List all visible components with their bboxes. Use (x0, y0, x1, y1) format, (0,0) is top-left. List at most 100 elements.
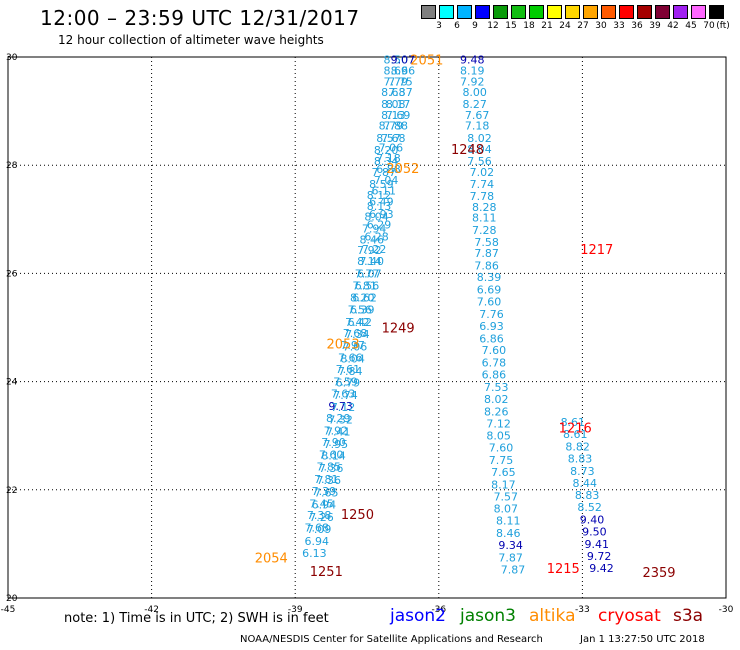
wave-height-value: 6.69 (477, 284, 502, 297)
wave-height-value: 9.07 (391, 54, 416, 67)
wave-height-value: 9.42 (589, 562, 614, 575)
wave-height-value: 7.60 (482, 344, 507, 357)
wave-height-value: 8.28 (472, 201, 497, 214)
wave-height-value: 8.61 (563, 428, 588, 441)
color-scale-label: 24 (559, 21, 571, 31)
wave-height-value: 7.79 (383, 75, 408, 88)
wave-height-value: 8.11 (472, 212, 497, 225)
wave-height-value: 7.58 (474, 236, 499, 249)
wave-height-value: 7.75 (489, 454, 514, 467)
wave-height-value: 7.77 (355, 267, 380, 280)
wave-height-value: 7.68 (381, 132, 406, 145)
color-swatch (493, 5, 508, 19)
x-tick-label: -36 (431, 605, 446, 615)
wave-height-value: 7.81 (352, 279, 377, 292)
color-scale-label: 42 (667, 21, 679, 31)
wave-height-value: 7.76 (479, 308, 504, 321)
wave-height-value: 8.46 (496, 527, 521, 540)
color-scale-label: 15 (505, 21, 517, 31)
wave-height-value: 8.52 (577, 501, 602, 514)
wave-height-value: 9.50 (582, 525, 607, 538)
wave-height-value: 7.87 (474, 247, 499, 260)
wave-height-value: 7.86 (474, 259, 499, 272)
color-scale-label: 18 (523, 21, 535, 31)
data-marks: 8.508.697.798.688.088.138.798.578.208.34… (255, 54, 676, 581)
wave-height-value: 6.11 (372, 185, 397, 198)
wave-height-value: 9.48 (460, 54, 485, 67)
wave-height-value: 8.14 (321, 450, 346, 463)
color-scale-label: 27 (577, 21, 589, 31)
color-swatch (529, 5, 544, 19)
wave-height-value: 7.68 (304, 522, 329, 535)
wave-height-value: 7.59 (333, 376, 358, 389)
color-swatch (475, 5, 490, 19)
chart-subtitle: 12 hour collection of altimeter wave hei… (58, 33, 324, 47)
wave-height-value: 7.04 (374, 174, 399, 187)
wave-height-value: 7.61 (336, 363, 361, 376)
wave-height-value: 7.32 (328, 413, 353, 426)
color-scale-label: 9 (472, 21, 478, 31)
wave-height-value: 6.29 (367, 219, 392, 232)
wave-height-value: 7.56 (348, 304, 373, 317)
wave-height-value: 8.82 (565, 441, 590, 454)
wave-height-value: 8.17 (386, 98, 411, 111)
wave-height-value: 8.34 (374, 155, 399, 168)
wave-height-value: 8.46 (360, 233, 385, 246)
x-tick-label: -42 (144, 605, 159, 615)
wave-height-value: 8.61 (561, 416, 586, 429)
wave-height-value: 8.08 (381, 98, 406, 111)
wave-height-value: 7.92 (460, 75, 485, 88)
color-swatch (565, 5, 580, 19)
wave-height-value: 9.41 (585, 538, 610, 551)
wave-height-value: 6.94 (304, 535, 329, 548)
wave-height-value: 6.13 (302, 547, 327, 560)
color-swatch (637, 5, 652, 19)
wave-height-value: 8.00 (462, 86, 487, 99)
wave-height-value: 7.36 (319, 462, 344, 475)
wave-height-value: 8.39 (477, 271, 502, 284)
wave-height-value: 6.62 (352, 292, 377, 305)
wave-height-value: 8.13 (367, 200, 392, 213)
wave-height-value: 7.06 (379, 141, 404, 154)
wave-height-value: 6.56 (355, 279, 380, 292)
color-scale-label: 12 (487, 21, 499, 31)
wave-height-value: 8.17 (491, 478, 516, 491)
wave-height-value: 7.18 (465, 120, 490, 133)
wave-height-value: 7.65 (491, 466, 516, 479)
wave-height-value: 7.74 (470, 178, 495, 191)
wave-height-value: 7.97 (340, 339, 365, 352)
wave-height-value: 6.28 (364, 231, 389, 244)
wave-height-value: 8.04 (364, 211, 389, 224)
color-scale-label: 36 (631, 21, 643, 31)
wave-height-value: 8.02 (467, 132, 492, 145)
y-tick-label: 28 (6, 161, 18, 171)
wave-height-value: 8.83 (568, 452, 593, 465)
pass-time-label: 1216 (559, 422, 592, 437)
color-swatch (547, 5, 562, 19)
wave-height-value: 8.11 (496, 515, 521, 528)
wave-height-value: 7.66 (338, 351, 363, 364)
wave-height-value: 7.95 (324, 438, 349, 451)
wave-height-value: 8.20 (350, 292, 375, 305)
wave-height-value: 7.02 (470, 166, 495, 179)
wave-height-value: 7.34 (345, 328, 370, 341)
wave-height-value: 8.73 (570, 465, 595, 478)
wave-height-value: 6.86 (479, 332, 504, 345)
pass-time-label: 2053 (327, 338, 360, 353)
generated-timestamp: Jan 1 13:27:50 UTC 2018 (580, 634, 705, 645)
wave-height-value: 6.78 (482, 357, 507, 370)
wave-height-value: 7.22 (362, 243, 387, 256)
wave-height-value: 7.06 (343, 340, 368, 353)
wave-height-value: 8.57 (376, 132, 401, 145)
wave-height-value: 7.94 (362, 222, 387, 235)
color-scale: 3 6 9 12 15 18 21 24 27 30 33 36 39 42 45 70 (ft) (421, 5, 737, 37)
color-swatch (583, 5, 598, 19)
color-scale-unit: (ft) (716, 21, 730, 31)
wave-height-value: 6.88 (376, 163, 401, 176)
color-scale-label: 45 (685, 21, 697, 31)
wave-height-value: 7.18 (376, 152, 401, 165)
chart-title: 12:00 – 23:59 UTC 12/31/2017 (40, 6, 360, 30)
wave-height-value: 8.04 (467, 143, 492, 156)
wave-height-value: 7.75 (388, 75, 413, 88)
